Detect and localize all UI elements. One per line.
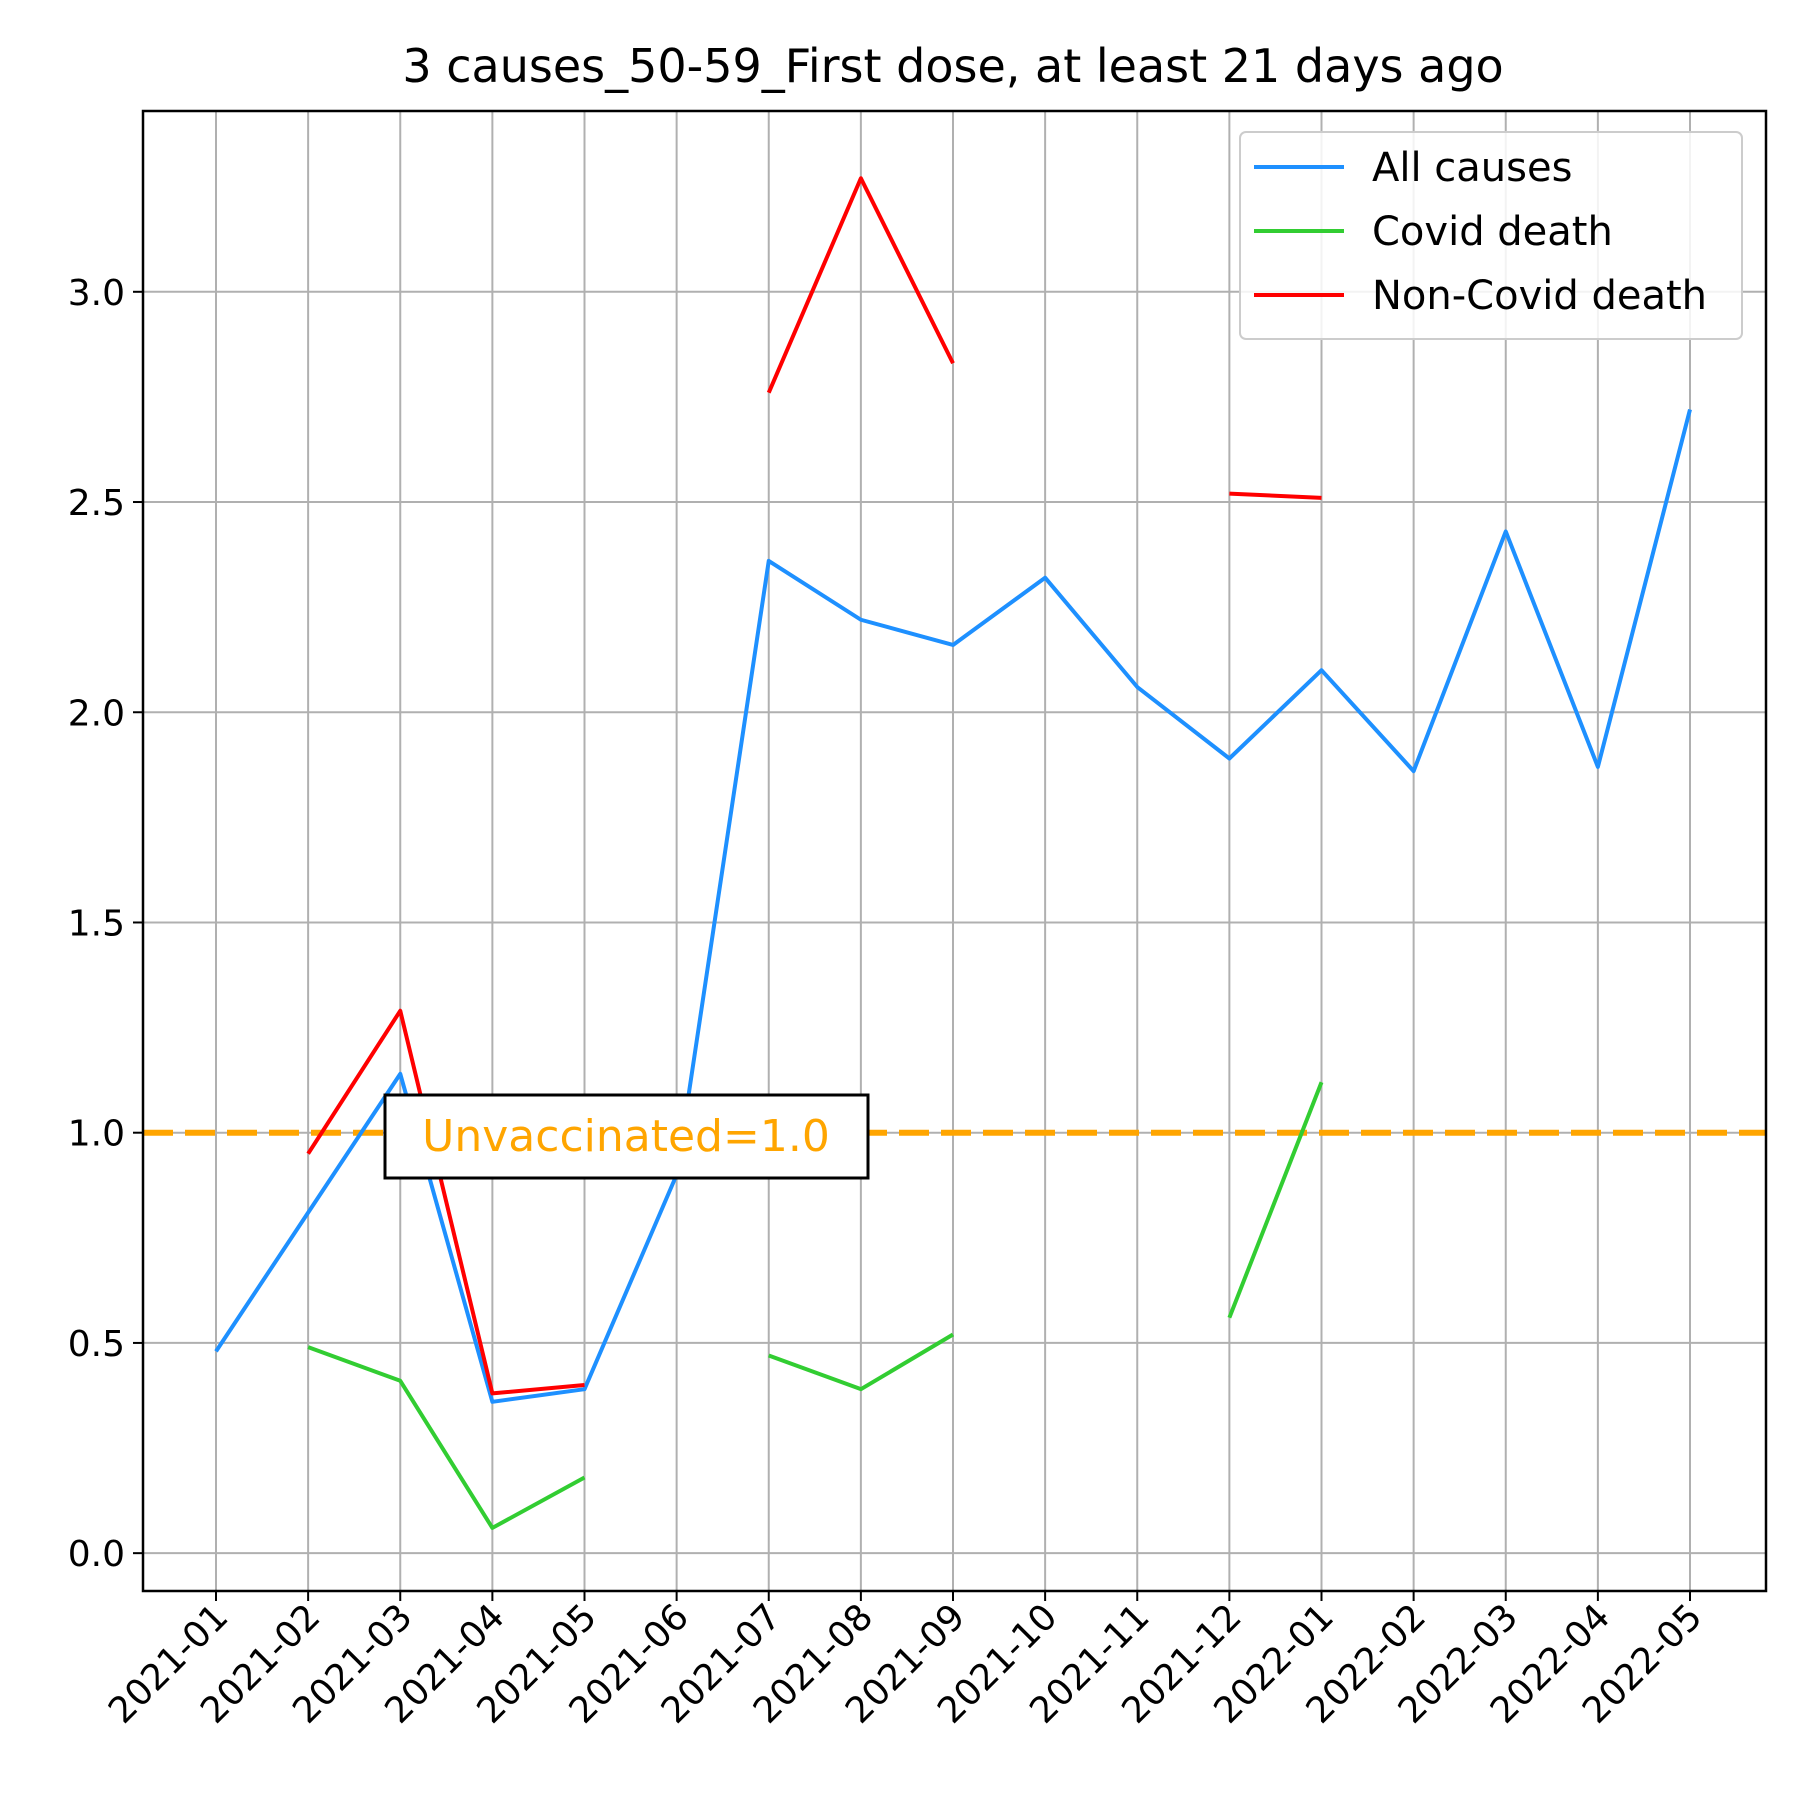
non-covid-death-line [306,1008,585,1396]
covid-death-line [307,1345,586,1530]
series-non-covid-death [306,176,1322,1396]
series-covid-death [307,1081,1324,1530]
chart-title: 3 causes_50-59_First dose, at least 21 d… [402,39,1503,93]
covid-death-line [1227,1081,1324,1319]
series-layer [214,176,1692,1530]
legend: All causes Covid death Non-Covid death [1239,131,1743,340]
y-tick-label: 2.0 [68,693,125,734]
y-tick-label: 1.5 [68,903,125,944]
legend-label-non-covid-death: Non-Covid death [1372,273,1707,319]
y-tick-label: 1.0 [68,1114,125,1155]
legend-label-all-causes: All causes [1372,145,1572,191]
plot-frame [141,109,1768,1593]
y-tick-label: 0.0 [68,1534,125,1575]
legend-frame [1239,131,1743,340]
annotation-box [383,1093,870,1180]
y-tick-label: 3.0 [68,273,125,314]
y-tick-label: 2.5 [68,483,125,524]
y-tick-label: 0.5 [68,1324,125,1365]
legend-label-covid-death: Covid death [1372,209,1613,255]
annotation-label: Unvaccinated=1.0 [422,1111,830,1162]
non-covid-death-line [1229,491,1322,500]
annotation-layer: Unvaccinated=1.0 [383,1093,870,1180]
